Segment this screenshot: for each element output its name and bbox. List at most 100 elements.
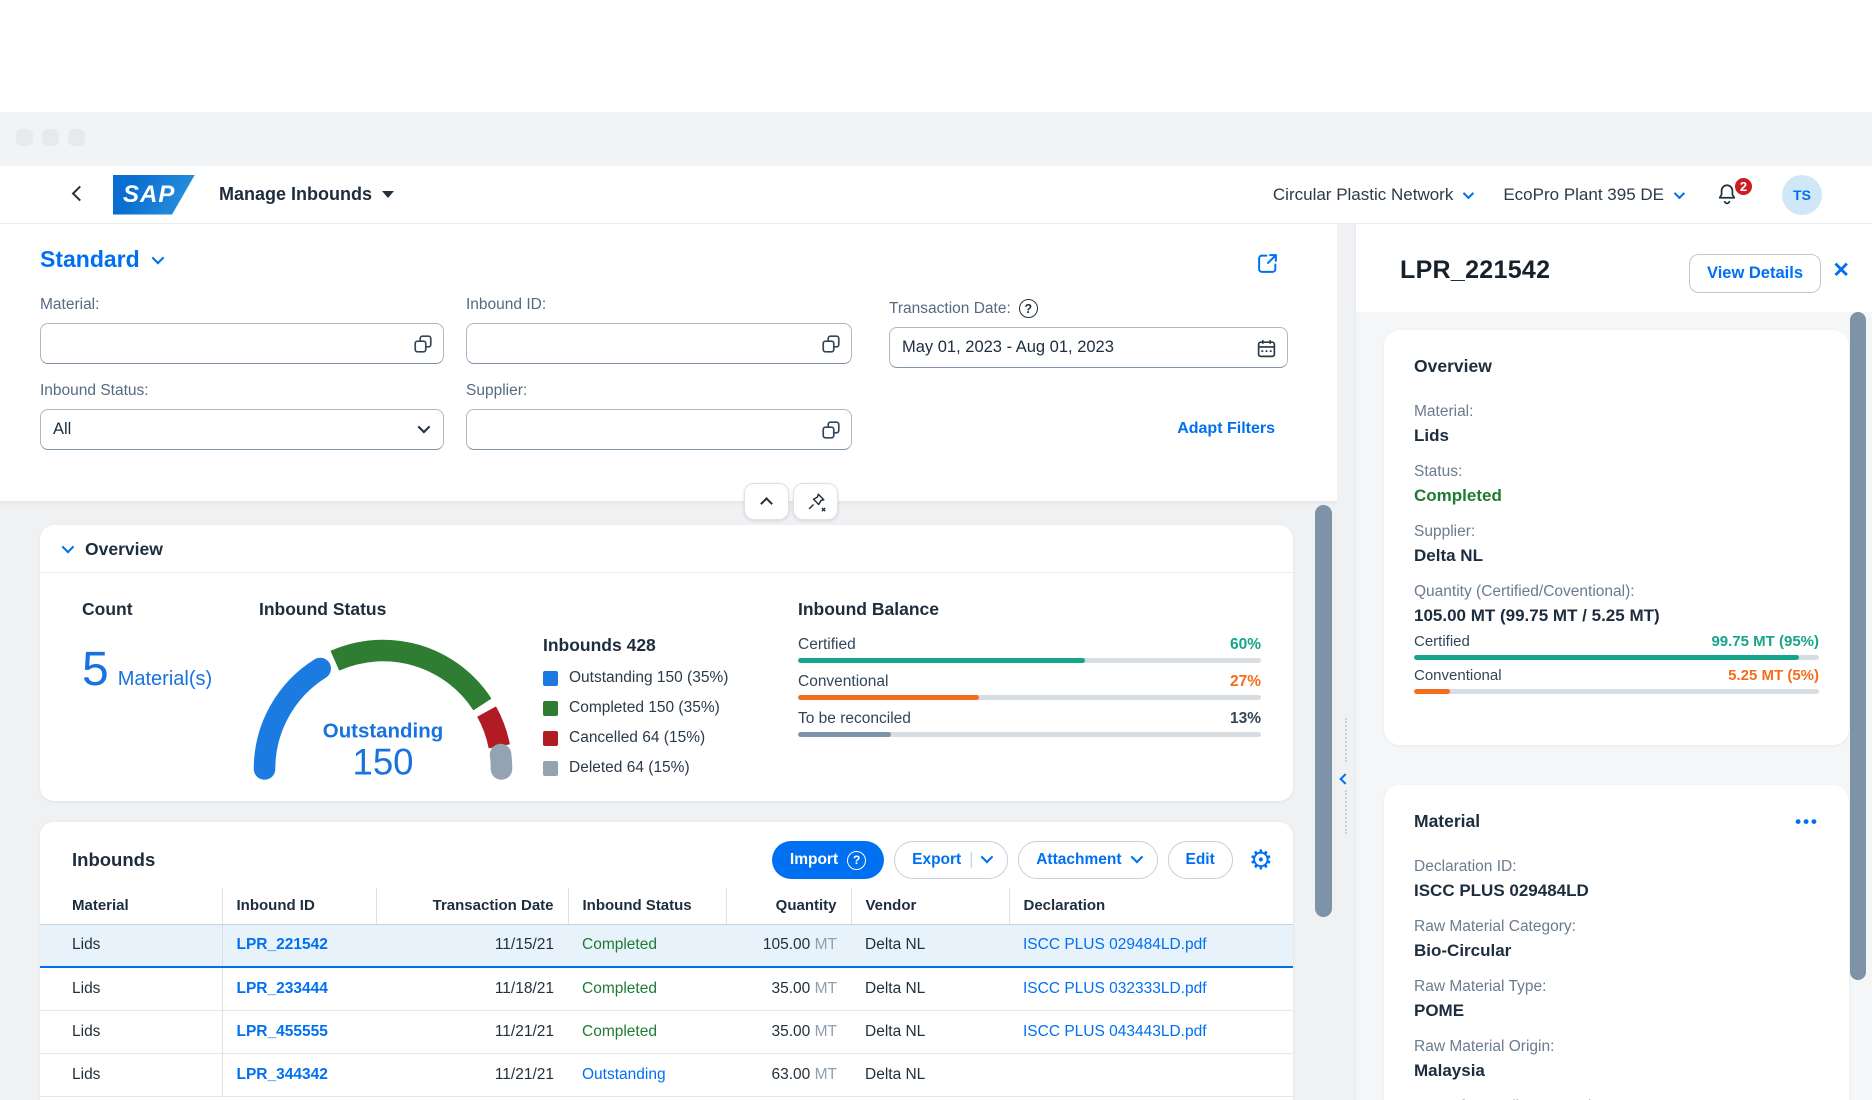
quantity-value: 35.00 bbox=[771, 979, 811, 997]
close-button[interactable] bbox=[1832, 260, 1850, 281]
import-button[interactable]: Import bbox=[771, 841, 885, 879]
view-details-button[interactable]: View Details bbox=[1689, 254, 1821, 293]
table-row[interactable]: Lids LPR_344342 11/21/21 Outstanding 63.… bbox=[40, 1053, 1293, 1097]
cell-vendor: Delta NL bbox=[851, 1053, 1009, 1097]
value-help-button[interactable] bbox=[821, 334, 841, 354]
filter-bar: Standard Material: bbox=[0, 224, 1337, 501]
declaration-link[interactable]: ISCC PLUS 043443LD.pdf bbox=[1023, 1022, 1207, 1040]
inbound-id-link[interactable]: LPR_455555 bbox=[236, 1022, 328, 1040]
network-selector-label: Circular Plastic Network bbox=[1272, 184, 1454, 204]
cell-vendor: Delta NL bbox=[851, 967, 1009, 1011]
column-header-declaration[interactable]: Declaration bbox=[1009, 888, 1293, 925]
chevron-down-icon bbox=[151, 251, 164, 265]
help-icon[interactable] bbox=[1018, 299, 1038, 318]
adapt-filters-link[interactable]: Adapt Filters bbox=[1177, 420, 1275, 437]
variant-selector[interactable]: Standard bbox=[40, 246, 164, 273]
inbound-status-selected-value: All bbox=[53, 420, 72, 438]
inbound-id-filter-input[interactable] bbox=[479, 334, 811, 353]
filter-collapse-controls bbox=[744, 483, 838, 520]
balance-label: To be reconciled bbox=[798, 710, 911, 727]
column-header-inbound-status[interactable]: Inbound Status bbox=[568, 888, 727, 925]
share-button[interactable] bbox=[1256, 252, 1279, 275]
table-row-selected[interactable]: Lids LPR_221542 11/15/21 Completed 105.0… bbox=[40, 924, 1293, 968]
supplier-filter-input[interactable] bbox=[479, 420, 811, 439]
panel-scrollbar[interactable] bbox=[1850, 312, 1866, 980]
status-text: Outstanding bbox=[582, 1065, 666, 1083]
overflow-menu-button[interactable] bbox=[1795, 812, 1819, 832]
overview-section-title: Overview bbox=[85, 539, 163, 559]
column-header-transaction-date[interactable]: Transaction Date bbox=[376, 888, 569, 925]
status-text: Completed bbox=[582, 979, 657, 997]
inbound-id-link[interactable]: LPR_221542 bbox=[236, 936, 328, 954]
field-label: Raw Material Origin: bbox=[1414, 1038, 1555, 1055]
table-toolbar: Inbounds Import Export | Attachment bbox=[40, 822, 1293, 882]
titlebar bbox=[0, 112, 1872, 166]
legend-label: Cancelled 64 (15%) bbox=[569, 729, 706, 746]
sap-logo-text: SAP bbox=[123, 180, 176, 208]
app-title-menu[interactable]: Manage Inbounds bbox=[219, 184, 394, 205]
material-filter-input[interactable] bbox=[53, 334, 403, 353]
field-label: Declaration ID: bbox=[1414, 858, 1517, 875]
quantity-bar-track bbox=[1414, 655, 1819, 660]
edit-button[interactable]: Edit bbox=[1167, 841, 1233, 879]
table-row[interactable]: Lids LPR_455555 11/21/21 Completed 35.00… bbox=[40, 1010, 1293, 1054]
notifications-button[interactable]: 2 bbox=[1714, 175, 1754, 208]
window-dot bbox=[42, 129, 59, 146]
value-help-icon bbox=[414, 335, 432, 353]
legend-swatch-outstanding bbox=[543, 670, 558, 686]
plant-selector[interactable]: EcoPro Plant 395 DE bbox=[1503, 184, 1686, 205]
export-button[interactable]: Export | bbox=[894, 841, 1009, 879]
field-value: POME bbox=[1414, 1001, 1465, 1020]
balance-bar-fill bbox=[798, 732, 891, 737]
notification-badge: 2 bbox=[1733, 175, 1754, 197]
column-header-inbound-id[interactable]: Inbound ID bbox=[222, 888, 377, 925]
status-text: Completed bbox=[582, 1022, 657, 1040]
cell-transaction-date: 11/15/21 bbox=[376, 924, 568, 968]
cell-transaction-date: 11/18/21 bbox=[376, 967, 568, 1011]
quantity-bar-value: 5.25 MT (5%) bbox=[1728, 667, 1819, 684]
table-settings-button[interactable] bbox=[1249, 847, 1273, 874]
panel-collapse-button[interactable] bbox=[1339, 770, 1351, 788]
inbound-status-select[interactable]: All bbox=[40, 409, 444, 450]
value-help-button[interactable] bbox=[413, 334, 433, 354]
pin-filter-button[interactable] bbox=[793, 483, 838, 520]
back-button[interactable] bbox=[70, 182, 89, 208]
network-selector[interactable]: Circular Plastic Network bbox=[1272, 184, 1475, 205]
value-help-button[interactable] bbox=[821, 420, 841, 440]
declaration-link[interactable]: ISCC PLUS 032333LD.pdf bbox=[1023, 979, 1207, 997]
overview-section-header[interactable]: Overview bbox=[40, 525, 1293, 573]
panel-material-title: Material bbox=[1414, 811, 1481, 831]
legend-item: Outstanding 150 (35%) bbox=[543, 669, 788, 687]
panel-splitter[interactable] bbox=[1337, 224, 1355, 1100]
column-header-material[interactable]: Material bbox=[40, 888, 223, 925]
field-label: Quantity (Certified/Coventional): bbox=[1414, 583, 1635, 600]
quantity-bar-fill bbox=[1414, 655, 1799, 660]
supplier-filter-input-box bbox=[466, 409, 852, 450]
quantity-bar-fill bbox=[1414, 689, 1451, 694]
inbound-id-link[interactable]: LPR_233444 bbox=[236, 979, 328, 997]
column-header-quantity[interactable]: Quantity bbox=[726, 888, 852, 925]
collapse-filter-button[interactable] bbox=[744, 483, 789, 520]
quantity-unit: MT bbox=[814, 1065, 837, 1083]
balance-bar-track bbox=[798, 732, 1261, 737]
attachment-button[interactable]: Attachment bbox=[1018, 841, 1158, 879]
declaration-link[interactable]: ISCC PLUS 029484LD.pdf bbox=[1023, 936, 1207, 954]
column-header-vendor[interactable]: Vendor bbox=[851, 888, 1010, 925]
transaction-date-input-box[interactable]: May 01, 2023 - Aug 01, 2023 bbox=[889, 327, 1288, 368]
window-dot bbox=[68, 129, 85, 146]
avatar[interactable]: TS bbox=[1782, 174, 1822, 215]
date-picker-button[interactable] bbox=[1256, 338, 1277, 359]
variant-label: Standard bbox=[40, 246, 140, 272]
cell-vendor: Delta NL bbox=[851, 1010, 1009, 1054]
main-scrollbar[interactable] bbox=[1315, 505, 1332, 917]
inbounds-title: Inbounds bbox=[72, 849, 156, 870]
field-label: Raw Material Category: bbox=[1414, 918, 1576, 935]
balance-row: Conventional 27% bbox=[798, 673, 1261, 691]
table-row[interactable]: Lids LPR_233444 11/18/21 Completed 35.00… bbox=[40, 967, 1293, 1011]
inbound-id-link[interactable]: LPR_344342 bbox=[236, 1065, 328, 1083]
field-raw-material-type: Raw Material Type: POME bbox=[1414, 978, 1819, 1021]
cell-transaction-date: 11/21/21 bbox=[376, 1010, 568, 1054]
plant-selector-label: EcoPro Plant 395 DE bbox=[1503, 184, 1664, 204]
balance-bar-fill bbox=[798, 695, 979, 700]
